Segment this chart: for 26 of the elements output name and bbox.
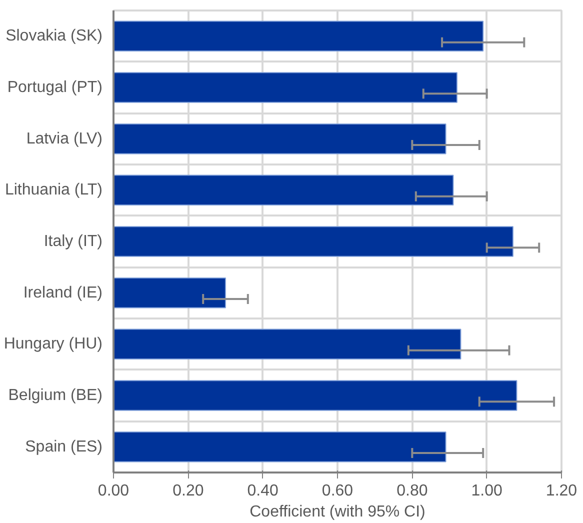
bar: [114, 328, 462, 360]
y-tick-label: Slovakia (SK): [6, 28, 102, 45]
x-tick-label: 0.80: [396, 482, 428, 500]
bar: [114, 431, 446, 462]
y-tick-label: Lithuania (LT): [4, 182, 102, 199]
x-tick-label: 1.00: [471, 482, 503, 500]
bar: [114, 72, 458, 103]
bar: [114, 174, 454, 206]
x-axis-title: Coefficient (with 95% CI): [250, 504, 426, 520]
y-tick-label: Italy (IT): [44, 233, 103, 250]
bar: [114, 277, 226, 308]
x-tick-label: 1.20: [546, 482, 578, 500]
bar: [114, 380, 518, 411]
x-tick-label: 0.00: [98, 482, 130, 500]
bar: [114, 123, 446, 154]
y-tick-label: Ireland (IE): [23, 284, 102, 302]
x-tick-label: 0.40: [247, 482, 279, 500]
y-tick-label: Spain (ES): [25, 438, 103, 456]
y-tick-label: Hungary (HU): [4, 336, 102, 353]
bar: [114, 20, 484, 52]
x-tick-label: 0.20: [172, 482, 204, 500]
y-tick-label: Portugal (PT): [7, 79, 102, 96]
x-tick-label: 0.60: [322, 482, 354, 500]
bar: [114, 226, 514, 257]
y-tick-label: Belgium (BE): [8, 387, 102, 404]
y-tick-label: Latvia (LV): [26, 130, 103, 148]
